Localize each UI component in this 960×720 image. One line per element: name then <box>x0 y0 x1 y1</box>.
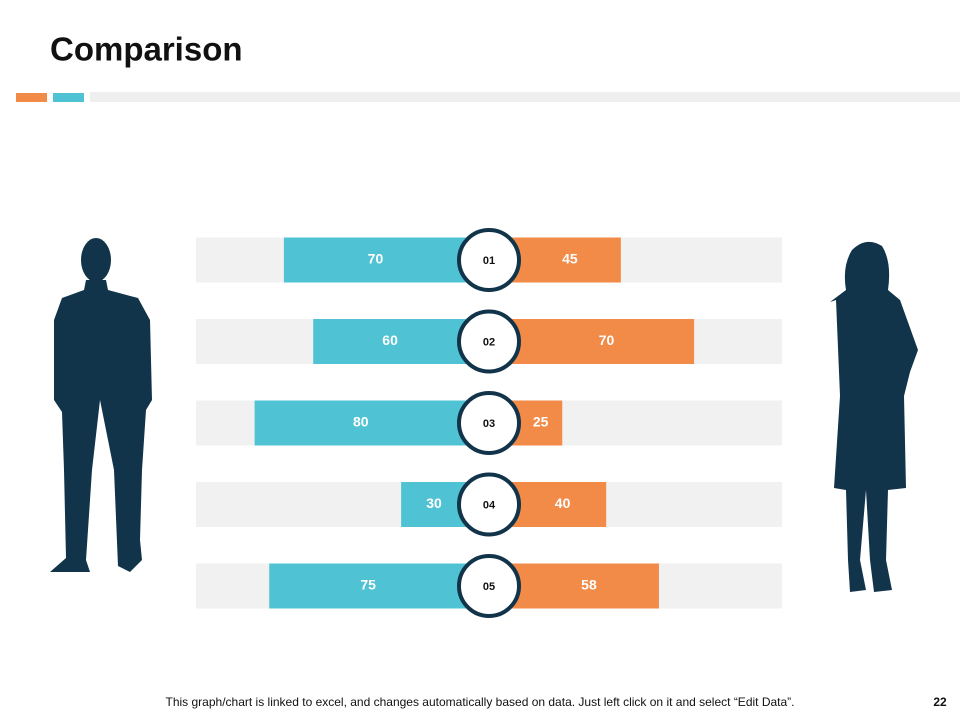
value-label: 58 <box>581 577 597 593</box>
row-badge <box>457 391 521 455</box>
value-label: 75 <box>360 577 376 593</box>
accent-teal <box>53 93 84 102</box>
row-badge <box>457 554 521 618</box>
category-label: 03 <box>483 418 495 430</box>
row-badge <box>457 472 521 537</box>
category-label: 05 <box>483 581 495 593</box>
value-label: 30 <box>426 495 442 511</box>
bar-right <box>489 319 695 364</box>
footer-note: This graph/chart is linked to excel, and… <box>166 695 795 709</box>
accent-orange <box>16 93 47 102</box>
category-label: 01 <box>483 255 495 267</box>
woman-silhouette <box>830 241 918 593</box>
man-silhouette <box>50 238 152 572</box>
slide-title: Comparison <box>50 31 243 68</box>
value-label: 80 <box>353 414 369 430</box>
bar-left <box>254 400 489 446</box>
value-label: 25 <box>533 414 549 430</box>
page-number: 22 <box>933 695 947 709</box>
row-badge <box>457 228 521 292</box>
bar-left <box>283 237 489 283</box>
value-label: 70 <box>368 251 384 267</box>
category-label: 02 <box>483 336 495 348</box>
value-label: 45 <box>562 251 578 267</box>
row-badge <box>457 309 521 374</box>
chart: 70 45 01 60 70 02 80 25 03 30 40 04 75 58 05 <box>196 228 782 618</box>
value-label: 70 <box>599 332 615 348</box>
category-label: 04 <box>483 499 496 511</box>
header-rule <box>90 92 960 102</box>
bar-left <box>269 563 489 609</box>
value-label: 60 <box>382 332 398 348</box>
value-label: 40 <box>555 495 571 511</box>
